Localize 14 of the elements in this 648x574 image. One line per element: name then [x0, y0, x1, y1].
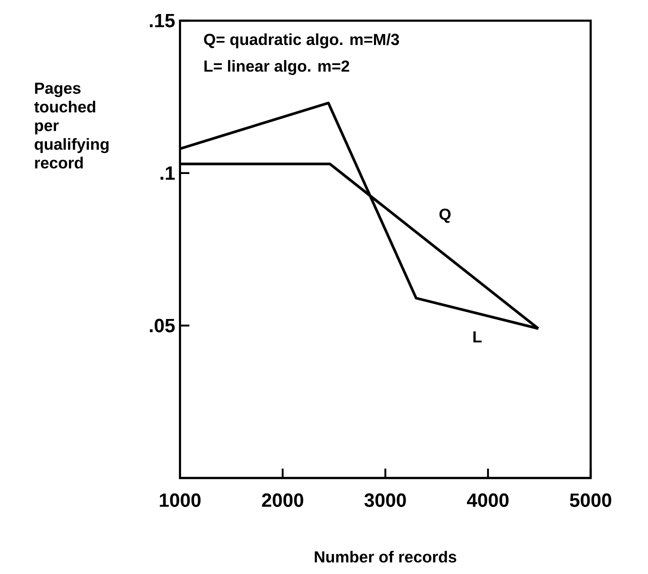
x-tick-label: 5000: [570, 493, 612, 507]
x-tick-label: 1000: [160, 493, 201, 507]
x-axis-title: Number of records: [314, 550, 456, 563]
y-tick-label: .1: [160, 166, 175, 180]
y-tick-label: .05: [150, 318, 175, 332]
x-tick-label: 2000: [262, 493, 304, 507]
annotation: Q= quadratic algo. m=M/3: [204, 33, 400, 48]
x-tick-label: 3000: [364, 493, 406, 507]
annotation: L= linear algo. m=2: [204, 60, 350, 76]
series-label: Q: [439, 208, 451, 223]
y-axis-title: Pages touched per qualifying record: [34, 82, 109, 169]
series-label: L: [473, 331, 482, 342]
x-tick-label: 4000: [466, 493, 509, 507]
y-tick-label: .15: [150, 14, 175, 28]
